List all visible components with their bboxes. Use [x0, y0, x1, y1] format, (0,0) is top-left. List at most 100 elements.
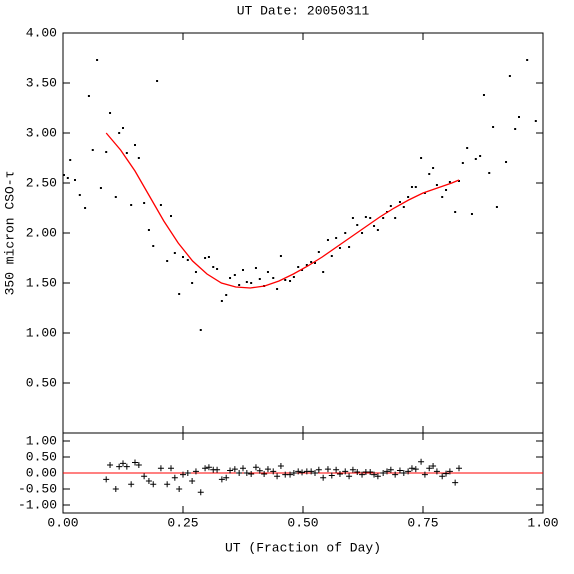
data-point	[284, 279, 287, 281]
data-point	[114, 196, 117, 198]
residual-point	[189, 478, 196, 484]
residual-point	[308, 468, 315, 475]
data-point	[122, 127, 124, 129]
residual-point	[112, 486, 119, 492]
residual-point	[171, 474, 178, 481]
data-point	[254, 267, 257, 269]
data-point	[238, 284, 241, 286]
residual-point	[367, 469, 374, 476]
data-point	[204, 257, 207, 259]
data-point	[461, 162, 464, 164]
x-axis-label: UT (Fraction of Day)	[225, 540, 381, 555]
data-point	[348, 246, 351, 248]
y-tick-label: -0.50	[18, 481, 57, 496]
data-point	[84, 207, 87, 209]
data-point	[441, 196, 444, 198]
data-point	[479, 155, 482, 157]
residual-point	[277, 462, 284, 469]
residual-point	[252, 464, 259, 471]
data-point	[258, 278, 261, 280]
data-point	[297, 266, 300, 268]
data-point	[166, 260, 169, 262]
chart-title: UT Date: 20050311	[237, 3, 370, 18]
residual-point	[218, 476, 225, 483]
y-tick-label: 1.00	[26, 325, 57, 340]
y-tick-label: 4.00	[26, 25, 57, 40]
residual-point	[312, 470, 318, 476]
residual-point	[192, 468, 199, 475]
residual-point	[333, 466, 340, 473]
residual-point	[452, 479, 459, 486]
data-point	[191, 282, 194, 284]
x-tick-label: 0.25	[167, 515, 198, 530]
data-point	[159, 204, 162, 206]
residual-point	[270, 468, 277, 475]
data-point	[266, 271, 269, 273]
data-point	[229, 277, 232, 279]
data-point	[335, 237, 338, 239]
data-point	[398, 201, 401, 203]
y-tick-label: -1.00	[18, 497, 57, 512]
data-point	[156, 80, 159, 82]
data-point	[508, 75, 511, 77]
data-point	[147, 229, 150, 231]
y-tick-label: 0.50	[26, 375, 57, 390]
data-point	[130, 204, 133, 206]
residual-point	[180, 471, 186, 478]
data-point	[250, 282, 253, 284]
data-point	[495, 206, 498, 208]
residual-point	[446, 468, 453, 475]
residual-point	[202, 465, 209, 472]
data-point	[305, 264, 308, 266]
residual-point	[400, 470, 407, 476]
residual-point	[371, 471, 378, 478]
residual-point	[324, 466, 331, 473]
data-point	[96, 59, 99, 61]
data-point	[351, 217, 354, 219]
y-tick-label: 3.50	[26, 75, 57, 90]
data-point	[74, 179, 76, 181]
y-axis-label: 350 micron CSO-τ	[2, 171, 17, 296]
residual-point	[426, 465, 433, 472]
data-point	[488, 172, 491, 174]
residual-point	[243, 470, 250, 476]
data-point	[178, 293, 181, 295]
data-point	[432, 167, 435, 169]
data-point	[482, 94, 485, 96]
residual-point	[135, 462, 142, 468]
residual-point	[295, 468, 302, 475]
data-point	[322, 271, 325, 273]
data-point	[207, 256, 210, 258]
data-point	[99, 187, 102, 189]
residual-point	[240, 465, 246, 472]
data-point	[326, 239, 329, 241]
data-point	[402, 206, 405, 208]
residual-point	[430, 462, 437, 469]
residual-point	[132, 459, 138, 466]
residual-point	[176, 486, 183, 492]
data-point	[369, 217, 372, 219]
y-tick-label: 0.50	[26, 449, 57, 464]
residual-point	[236, 470, 243, 476]
data-point	[330, 255, 333, 257]
data-point	[420, 157, 423, 159]
data-point	[199, 329, 202, 331]
residual-point	[145, 478, 152, 484]
residual-point	[405, 468, 412, 475]
data-point	[407, 196, 410, 198]
data-point	[292, 276, 295, 278]
residual-point	[157, 465, 164, 472]
residual-point	[443, 470, 450, 477]
residual-point	[197, 489, 204, 496]
data-point	[137, 157, 140, 159]
residual-point	[120, 460, 126, 467]
data-point	[376, 229, 379, 231]
residual-point	[248, 470, 255, 477]
residual-point	[380, 470, 387, 476]
y-tick-label: 2.50	[26, 175, 57, 190]
residual-point	[359, 471, 366, 478]
data-point	[317, 251, 320, 253]
plot-frame	[62, 32, 544, 434]
data-point	[428, 173, 431, 175]
data-point	[143, 202, 146, 204]
